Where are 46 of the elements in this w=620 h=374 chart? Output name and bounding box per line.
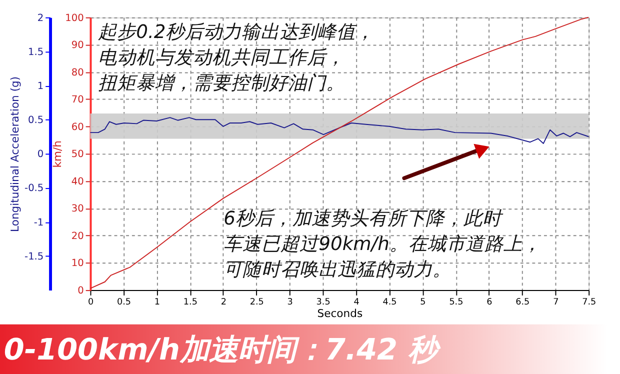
x-tick-label: 4.5 bbox=[382, 297, 397, 308]
x-tick-label: 3.5 bbox=[316, 297, 330, 308]
y-tick-label: 100 bbox=[65, 12, 84, 24]
x-tick-label: 1 bbox=[154, 297, 160, 308]
y-tick-label: 50 bbox=[71, 149, 84, 160]
annotation: 6秒后，加速势头有所下降，此时 bbox=[224, 208, 504, 230]
annotation: 可随时召唤出迅猛的动力。 bbox=[224, 259, 452, 280]
x-axis-title: Seconds bbox=[317, 307, 363, 320]
y-tick-label: 10 bbox=[71, 258, 84, 270]
annotation: 车速已超过90km/h。在城市道路上， bbox=[224, 234, 542, 255]
x-tick-label: 7 bbox=[553, 297, 559, 308]
text: 0-100km/h加速时间：7.42 秒 bbox=[4, 332, 441, 367]
x-tick-label: 6 bbox=[486, 297, 493, 308]
x-tick-label: 5.5 bbox=[449, 297, 464, 308]
y2-tick-label: -1.5 bbox=[24, 251, 44, 262]
y2-tick-label: 1.5 bbox=[28, 46, 44, 58]
x-tick-label: 3 bbox=[287, 297, 293, 308]
x-tick-label: 0.5 bbox=[116, 297, 131, 308]
y2-tick-label: -1 bbox=[34, 217, 44, 228]
y-tick-label: 0 bbox=[78, 285, 84, 296]
x-tick-label: 7.5 bbox=[582, 297, 596, 308]
y2-tick-label: 2 bbox=[37, 12, 44, 24]
y2-tick-label: -0.5 bbox=[24, 183, 44, 194]
annotation: 电动机与发动机共同工作后， bbox=[98, 47, 346, 68]
x-tick-label: 2 bbox=[220, 297, 226, 308]
x-tick-label: 0 bbox=[88, 297, 94, 308]
annotation: 起步0.2秒后动力输出达到峰值， bbox=[98, 22, 375, 43]
y-tick-label: 90 bbox=[71, 40, 84, 52]
x-tick-label: 5 bbox=[420, 297, 426, 308]
x-tick-label: 6.5 bbox=[516, 297, 530, 308]
x-tick-label: 4 bbox=[354, 297, 360, 308]
y-tick-label: 30 bbox=[71, 204, 84, 215]
annotation: 扭矩暴增，需要控制好油门。 bbox=[98, 72, 346, 94]
y2-tick-label: 1 bbox=[37, 80, 44, 92]
line-series bbox=[90, 117, 590, 144]
y2-axis-title: Longitudinal Acceleration (g) bbox=[8, 76, 22, 232]
y-tick-label: 20 bbox=[71, 230, 84, 242]
y-tick-label: 70 bbox=[71, 94, 84, 106]
y-tick-label: 60 bbox=[71, 122, 84, 133]
y-axis-title: km/h bbox=[51, 140, 64, 168]
y-tick-label: 40 bbox=[71, 176, 84, 188]
x-tick-label: 2.5 bbox=[250, 297, 264, 308]
x-tick-label: 1.5 bbox=[183, 297, 198, 308]
y2-tick-label: 0 bbox=[37, 149, 44, 160]
y-tick-label: 80 bbox=[71, 67, 84, 78]
y2-tick-label: 0.5 bbox=[28, 115, 44, 126]
